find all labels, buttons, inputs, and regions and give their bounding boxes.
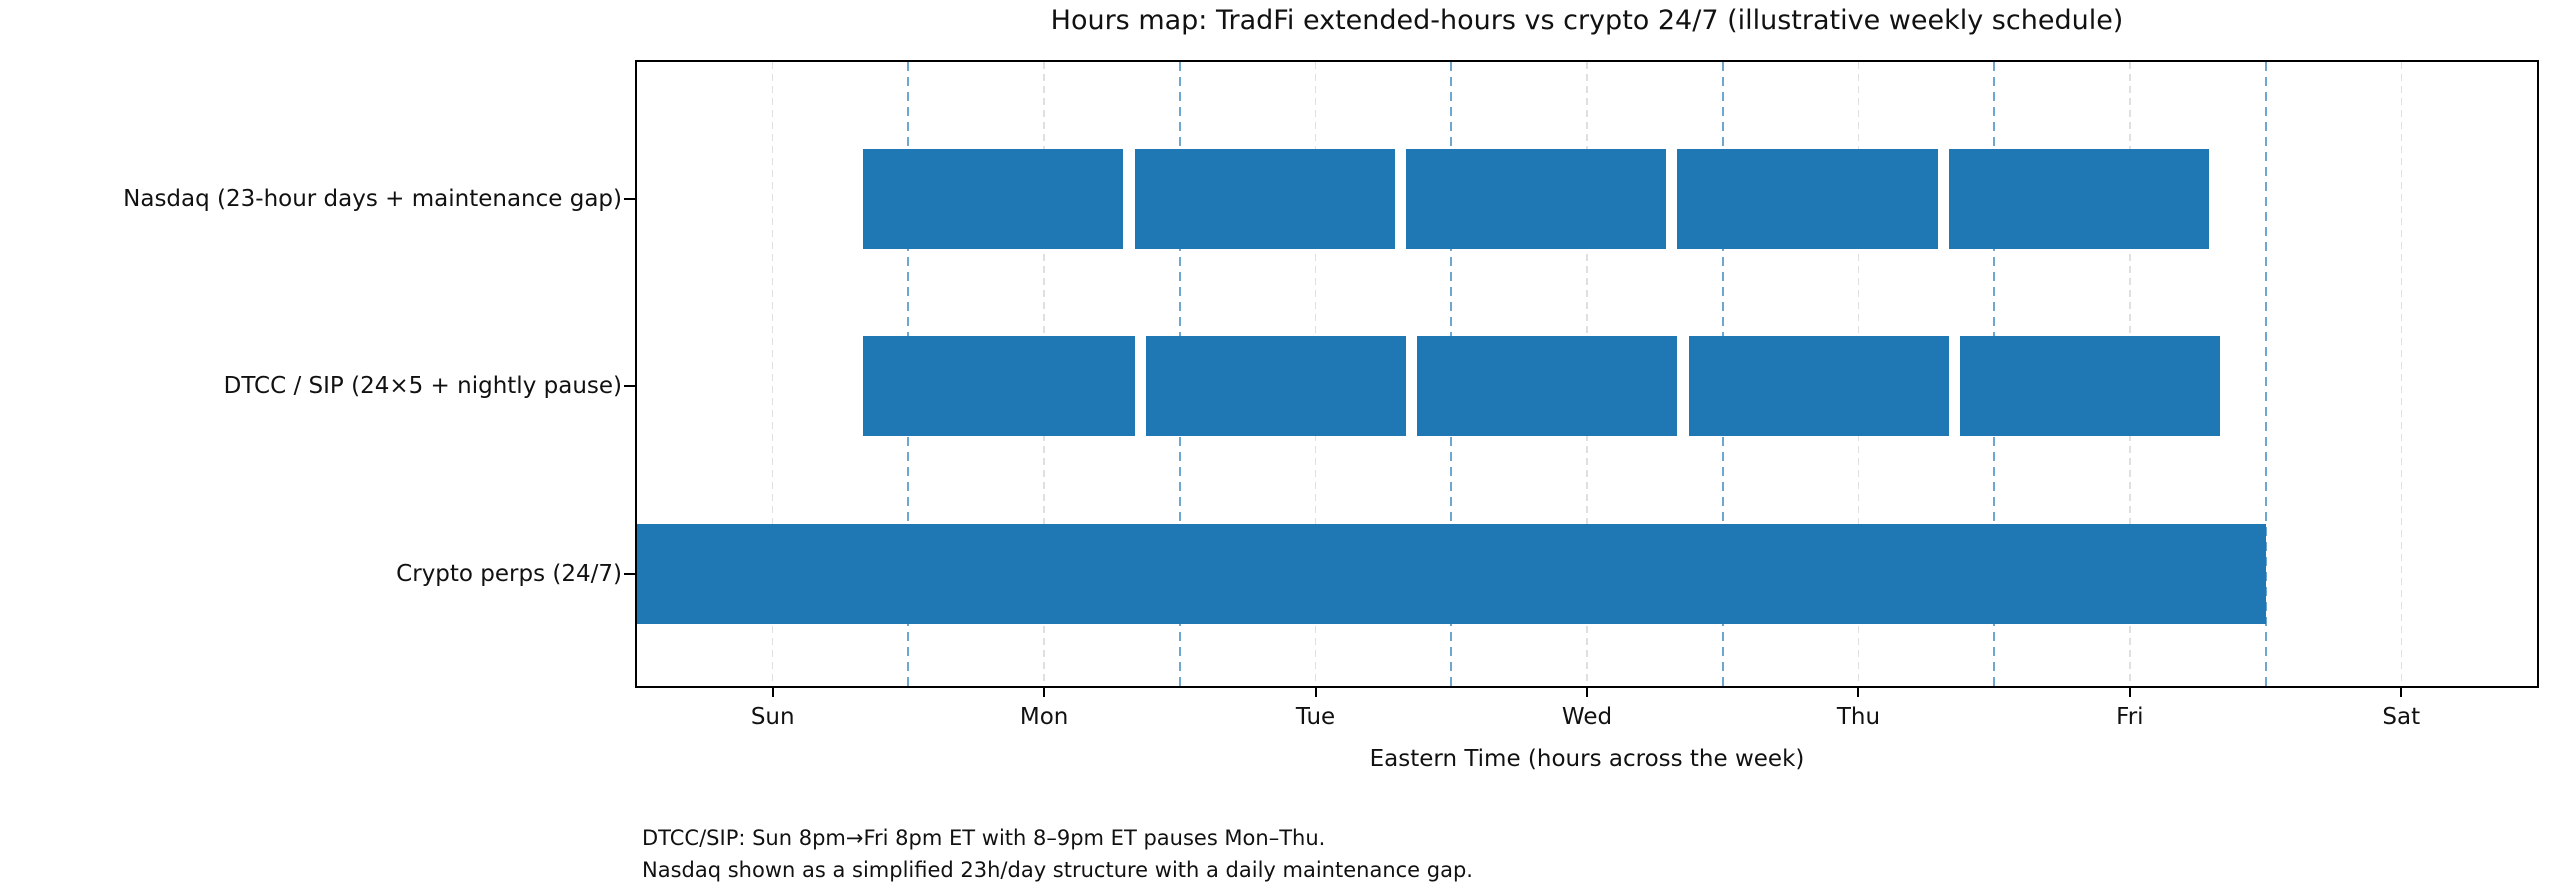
plot-area: Nasdaq (23-hour days + maintenance gap) D… — [123, 60, 2539, 697]
session-bar — [1134, 148, 1395, 249]
x-tick-label-sat: Sat — [2382, 704, 2421, 730]
x-axis-label: Eastern Time (hours across the week) — [1369, 746, 1805, 772]
x-tick-label-sun: Sun — [750, 704, 795, 730]
gridline-vertical — [2400, 62, 2403, 686]
x-tick-label-wed: Wed — [1561, 704, 1613, 730]
y-tick-label-row-1: DTCC / SIP (24×5 + nightly pause) — [223, 372, 622, 399]
x-tick-label-fri: Fri — [2116, 704, 2144, 730]
x-tick-label-thu: Thu — [1836, 704, 1881, 730]
session-bar — [1688, 335, 1949, 436]
session-bar — [1960, 335, 2221, 436]
y-tick-label-row-0: Nasdaq (23-hour days + maintenance gap) — [123, 185, 622, 212]
y-tick-mark — [624, 197, 635, 200]
footnote-nasdaq: Nasdaq shown as a simplified 23h/day str… — [642, 858, 1473, 882]
x-tick-mark — [1043, 686, 1046, 697]
y-tick-mark — [624, 573, 635, 576]
x-tick-label-tue: Tue — [1295, 704, 1336, 730]
x-tick-mark — [1586, 686, 1588, 697]
x-tick-mark — [1314, 686, 1317, 697]
session-bar — [863, 148, 1124, 249]
chart-title: Hours map: TradFi extended-hours vs cryp… — [1050, 5, 2124, 36]
x-tick-mark — [771, 686, 774, 697]
day-boundary-line — [2264, 62, 2267, 686]
session-bar — [1145, 335, 1407, 436]
gridline-vertical — [771, 62, 774, 686]
session-bar — [637, 524, 2266, 625]
x-tick-mark — [2400, 686, 2403, 697]
session-bar — [1677, 148, 1938, 249]
session-bar — [863, 335, 1135, 436]
y-tick-mark — [624, 384, 635, 387]
session-bar — [1417, 335, 1678, 436]
x-tick-mark — [2128, 686, 2131, 697]
x-tick-label-mon: Mon — [1019, 704, 1069, 730]
session-bar — [1406, 148, 1667, 249]
y-tick-label-row-2: Crypto perps (24/7) — [396, 561, 622, 588]
session-bar — [1948, 148, 2209, 249]
footnote-dtcc-sip: DTCC/SIP: Sun 8pm→Fri 8pm ET with 8–9pm … — [642, 826, 1326, 850]
x-tick-mark — [1857, 686, 1860, 697]
